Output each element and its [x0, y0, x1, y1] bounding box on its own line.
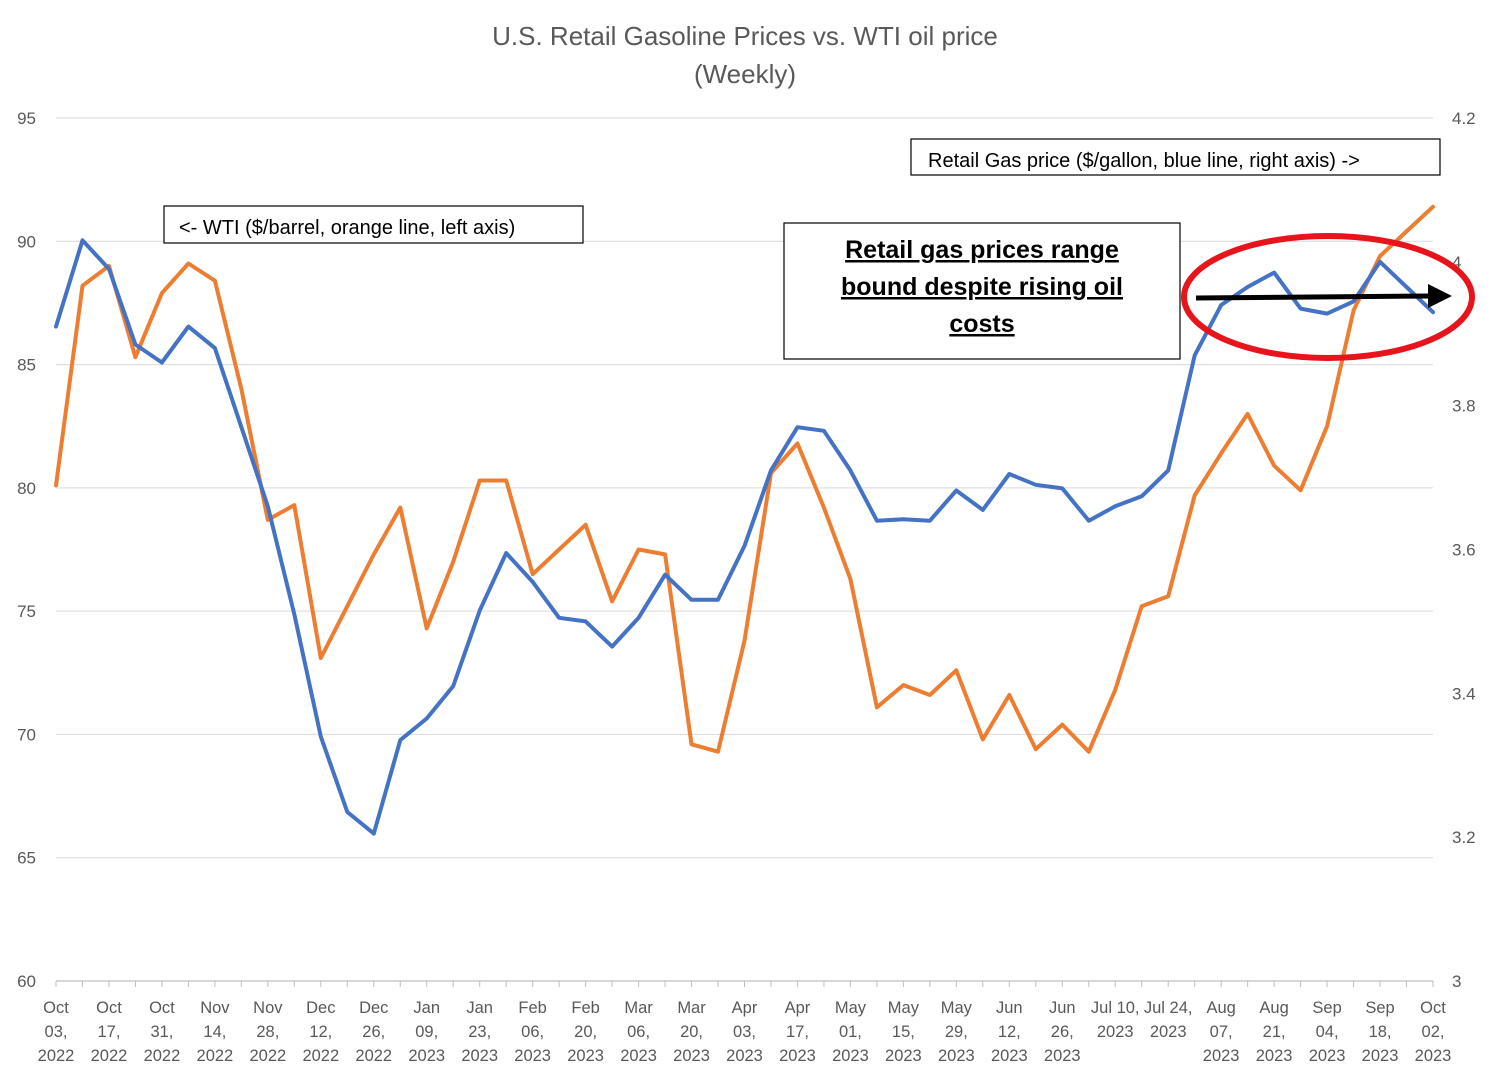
x-tick-label: Sep 04, 2023	[1309, 999, 1346, 1065]
left-tick-label: 70	[17, 725, 36, 744]
x-tick-label: Oct 02, 2023	[1415, 999, 1452, 1065]
wti-label-box: <- WTI ($/barrel, orange line, left axis…	[163, 205, 584, 244]
x-axis: Oct 03, 2022 Oct 17, 2022 Oct 31, 2022 Nov 14, 2022…	[38, 980, 1452, 1065]
right-tick-label: 3.4	[1452, 684, 1476, 703]
wti-series-line	[54, 204, 1435, 754]
left-tick-label: 90	[17, 232, 36, 251]
x-tick-label: Oct 03, 2022	[38, 999, 75, 1065]
right-tick-label: 3.2	[1452, 828, 1476, 847]
x-tick-label: Nov 14, 2022	[197, 999, 234, 1065]
callout-line-3: costs	[949, 310, 1014, 338]
chart-title: U.S. Retail Gasoline Prices vs. WTI oil …	[492, 21, 998, 51]
series-group	[54, 204, 1435, 836]
chart-subtitle: (Weekly)	[694, 59, 796, 89]
arrow-head	[1428, 284, 1452, 308]
left-tick-label: 85	[17, 356, 36, 375]
right-tick-label: 3.6	[1452, 541, 1476, 560]
x-tick-label: Feb 20, 2023	[567, 999, 604, 1065]
highlight-overlay	[1181, 233, 1475, 361]
x-tick-label: Mar 20, 2023	[673, 999, 710, 1065]
highlight-ellipse	[1181, 233, 1475, 361]
x-tick-label: Jul 10, 2023	[1091, 999, 1140, 1041]
left-axis: 60 65 70 75 80 85 90 95	[17, 109, 36, 991]
x-tick-label: May 29, 2023	[938, 999, 975, 1065]
x-tick-label: Sep 18, 2023	[1362, 999, 1399, 1065]
left-tick-label: 75	[17, 602, 36, 621]
flat-trend-arrow	[1195, 293, 1431, 301]
x-tick-label: Jan 09, 2023	[408, 999, 445, 1065]
gas-label-box: Retail Gas price ($/gallon, blue line, r…	[910, 138, 1441, 176]
x-tick-label: Apr 17, 2023	[779, 999, 816, 1065]
x-tick-label: Nov 28, 2022	[249, 999, 286, 1065]
x-tick-label: Feb 06, 2023	[514, 999, 551, 1065]
gas-series-line	[54, 238, 1435, 836]
wti-label-text: <- WTI ($/barrel, orange line, left axis…	[179, 217, 515, 239]
x-tick-label: May 15, 2023	[885, 999, 922, 1065]
x-tick-label: Dec 26, 2022	[355, 999, 392, 1065]
x-tick-label: Apr 03, 2023	[726, 999, 763, 1065]
x-tick-label: Jun 12, 2023	[991, 999, 1028, 1065]
x-tick-label: Mar 06, 2023	[620, 999, 657, 1065]
callout-line-2: bound despite rising oil	[841, 273, 1123, 301]
x-tick-label: Aug 21, 2023	[1256, 999, 1293, 1065]
left-tick-label: 60	[17, 972, 36, 991]
right-axis: 3 3.2 3.4 3.6 3.8 4 4.2	[1452, 109, 1476, 991]
left-tick-label: 65	[17, 849, 36, 868]
x-tick-label: Oct 17, 2022	[91, 999, 128, 1065]
right-tick-label: 3.8	[1452, 397, 1476, 416]
x-tick-label: Aug 07, 2023	[1203, 999, 1240, 1065]
left-tick-label: 95	[17, 109, 36, 128]
x-tick-label: Jun 26, 2023	[1044, 999, 1081, 1065]
right-tick-label: 3	[1452, 972, 1461, 991]
x-tick-label: Dec 12, 2022	[302, 999, 339, 1065]
callout-line-1: Retail gas prices range	[845, 236, 1119, 264]
right-tick-label: 4	[1452, 253, 1461, 272]
x-tick-label: Jul 24, 2023	[1144, 999, 1193, 1041]
x-tick-label: May 01, 2023	[832, 999, 869, 1065]
left-tick-label: 80	[17, 479, 36, 498]
right-tick-label: 4.2	[1452, 109, 1476, 128]
x-tick-label: Oct 31, 2022	[144, 999, 181, 1065]
gas-label-text: Retail Gas price ($/gallon, blue line, r…	[928, 150, 1360, 172]
callout-box: Retail gas prices range bound despite ri…	[783, 222, 1181, 360]
x-tick-label: Jan 23, 2023	[461, 999, 498, 1065]
